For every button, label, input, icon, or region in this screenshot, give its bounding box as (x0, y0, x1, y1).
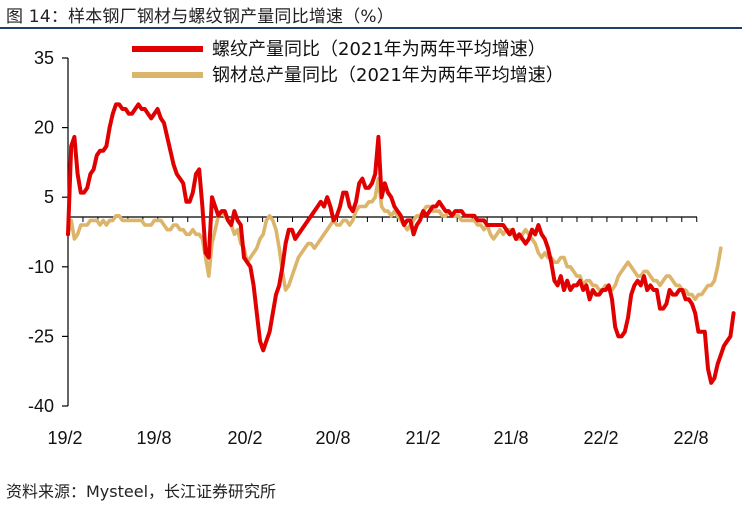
chart-title: 图 14：样本钢厂钢材与螺纹钢产量同比增速（%） (6, 7, 394, 27)
x-tick-label: 20/2 (227, 428, 262, 448)
y-tick-label: -25 (28, 326, 54, 346)
y-tick-label: 20 (34, 118, 54, 138)
title-rule (0, 27, 742, 29)
y-tick-label: -10 (28, 257, 54, 277)
series-layer (66, 102, 736, 385)
chart: 35 20 5 -10 -25 -40 19/2 19/8 20/2 20/8 21/2 21/8 22… (28, 39, 736, 448)
y-tick-label: 5 (44, 187, 54, 207)
y-tick-label: 35 (34, 48, 54, 68)
x-tick-label: 21/8 (493, 428, 528, 448)
legend-item-rebar: 螺纹产量同比（2021年为两年平均增速） (132, 39, 546, 60)
series-line-rebar (66, 102, 736, 385)
source-note: 资料来源：Mysteel，长江证券研究所 (6, 482, 277, 501)
x-tick-label: 22/8 (673, 428, 708, 448)
legend-label: 螺纹产量同比（2021年为两年平均增速） (212, 39, 546, 60)
x-tick-label: 20/8 (315, 428, 350, 448)
legend-item-steel-total: 钢材总产量同比（2021年为两年平均增速） (132, 65, 564, 86)
axes: 35 20 5 -10 -25 -40 19/2 19/8 20/2 20/8 21/2 21/8 22… (28, 48, 709, 448)
x-tick-label: 22/2 (583, 428, 618, 448)
series-line-steel-total (66, 176, 723, 302)
legend-label: 钢材总产量同比（2021年为两年平均增速） (212, 65, 564, 86)
x-tick-label: 19/2 (47, 428, 82, 448)
x-tick-label: 19/8 (136, 428, 171, 448)
legend: 螺纹产量同比（2021年为两年平均增速） 钢材总产量同比（2021年为两年平均增速… (132, 39, 564, 86)
y-tick-label: -40 (28, 396, 54, 416)
x-tick-label: 21/2 (405, 428, 440, 448)
